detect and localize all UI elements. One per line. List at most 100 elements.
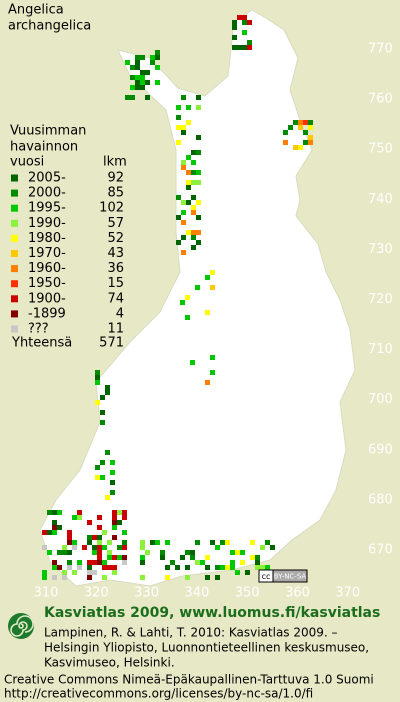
observation-square [210, 285, 215, 290]
observation-square [235, 550, 240, 555]
observation-square [122, 530, 127, 535]
observation-square [185, 295, 190, 300]
legend-swatch [11, 189, 18, 197]
observation-square [308, 140, 313, 145]
observation-square [47, 550, 52, 555]
observation-square [140, 540, 145, 545]
observation-square [107, 565, 112, 570]
observation-square [102, 560, 107, 565]
observation-square [196, 215, 201, 220]
observation-square [155, 65, 160, 70]
observation-square [52, 520, 57, 525]
observation-square [122, 515, 127, 520]
observation-square [97, 535, 102, 540]
observation-square [181, 235, 186, 240]
observation-square [47, 510, 52, 515]
observation-square [210, 370, 215, 375]
observation-square [102, 575, 107, 580]
observation-square [52, 575, 57, 580]
observation-square [308, 135, 313, 140]
observation-square [247, 45, 252, 50]
observation-square [105, 390, 110, 395]
east-grid-label: 360 [285, 586, 310, 601]
legend-count: 85 [107, 186, 124, 201]
observation-square [145, 80, 150, 85]
observation-square [210, 270, 215, 275]
observation-square [105, 385, 110, 390]
observation-square [160, 555, 165, 560]
observation-square [288, 125, 293, 130]
observation-square [181, 200, 186, 205]
observation-square [150, 60, 155, 65]
observation-square [195, 540, 200, 545]
observation-square [176, 125, 181, 130]
observation-square [125, 95, 130, 100]
observation-square [185, 565, 190, 570]
observation-square [186, 200, 191, 205]
legend-swatch [11, 325, 18, 333]
observation-square [220, 540, 225, 545]
observation-square [112, 520, 117, 525]
observation-square [303, 140, 308, 145]
observation-square [196, 170, 201, 175]
observation-square [165, 575, 170, 580]
observation-square [176, 195, 181, 200]
observation-square [52, 510, 57, 515]
observation-square [92, 560, 97, 565]
observation-square [250, 555, 255, 560]
observation-square [100, 420, 105, 425]
observation-square [196, 200, 201, 205]
observation-square [230, 565, 235, 570]
observation-square [265, 565, 270, 570]
observation-square [77, 560, 82, 565]
observation-square [122, 555, 127, 560]
license-badge-icon [258, 569, 274, 583]
observation-square [230, 560, 235, 565]
observation-square [112, 535, 117, 540]
observation-square [235, 570, 240, 575]
legend-swatch [11, 174, 18, 182]
observation-square [186, 170, 191, 175]
species-title: archangelica [8, 19, 91, 34]
observation-square [185, 550, 190, 555]
observation-square [47, 530, 52, 535]
observation-square [191, 150, 196, 155]
observation-square [82, 545, 87, 550]
observation-square [260, 545, 265, 550]
legend-label: -1899 [28, 306, 66, 321]
observation-square [97, 555, 102, 560]
observation-square [232, 45, 237, 50]
observation-square [67, 540, 72, 545]
observation-square [186, 155, 191, 160]
observation-square [95, 375, 100, 380]
legend-swatch [11, 280, 18, 288]
observation-square [303, 130, 308, 135]
observation-square [102, 530, 107, 535]
legend-heading: Vuusimman [10, 124, 86, 139]
observation-square [170, 560, 175, 565]
east-grid-label: 320 [84, 586, 109, 601]
observation-square [155, 540, 160, 545]
citation: Helsingin Yliopisto, Luonnontieteellinen… [44, 641, 369, 655]
observation-square [298, 120, 303, 125]
north-grid-label: 670 [368, 543, 393, 558]
observation-square [181, 160, 186, 165]
legend-label: 1960- [28, 261, 66, 276]
observation-square [87, 540, 92, 545]
observation-square [72, 545, 77, 550]
observation-square [250, 540, 255, 545]
observation-square [140, 555, 145, 560]
observation-square [140, 85, 145, 90]
observation-square [52, 530, 57, 535]
observation-square [57, 510, 62, 515]
observation-square [110, 460, 115, 465]
observation-square [191, 170, 196, 175]
observation-square [107, 540, 112, 545]
observation-square [186, 180, 191, 185]
legend-swatch [11, 204, 18, 212]
observation-square [62, 570, 67, 575]
observation-square [190, 360, 195, 365]
observation-square [210, 355, 215, 360]
observation-square [100, 460, 105, 465]
observation-square [245, 570, 250, 575]
